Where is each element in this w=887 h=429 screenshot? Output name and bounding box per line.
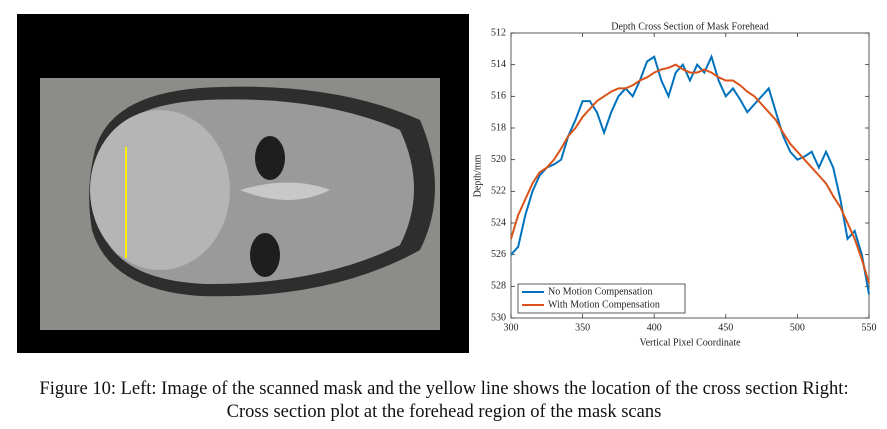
x-tick-label: 300 [504,322,519,333]
y-tick-label: 520 [491,154,506,165]
x-tick-label: 550 [862,322,877,333]
x-tick-label: 450 [718,322,733,333]
y-tick-label: 528 [491,281,506,292]
x-tick-label: 350 [575,322,590,333]
figure: Depth Cross Section of Mask Forehead Ver… [17,14,877,353]
x-axis-label: Vertical Pixel Coordinate [639,337,741,348]
chart: Depth Cross Section of Mask Forehead Ver… [472,21,876,348]
series-line [510,53,870,295]
chart-title: Depth Cross Section of Mask Forehead [611,21,768,32]
y-tick-label: 516 [491,91,506,102]
x-tick-label: 400 [647,322,662,333]
y-tick-label: 512 [491,27,506,38]
legend-label: No Motion Compensation [548,286,652,297]
y-axis-label: Depth/mm [472,154,483,197]
legend-label: With Motion Compensation [548,299,660,310]
series-line [510,63,870,284]
x-tick-label: 500 [790,322,805,333]
y-tick-label: 526 [491,249,506,260]
y-tick-label: 524 [491,217,506,228]
y-tick-label: 518 [491,122,506,133]
legend-box [517,283,686,314]
y-tick-label: 514 [491,59,506,70]
caption: Figure 10: Left: Image of the scanned ma… [39,379,849,422]
plot-frame [510,32,870,319]
y-tick-label: 530 [491,312,506,323]
mask-image [17,14,469,353]
y-tick-label: 522 [491,186,506,197]
